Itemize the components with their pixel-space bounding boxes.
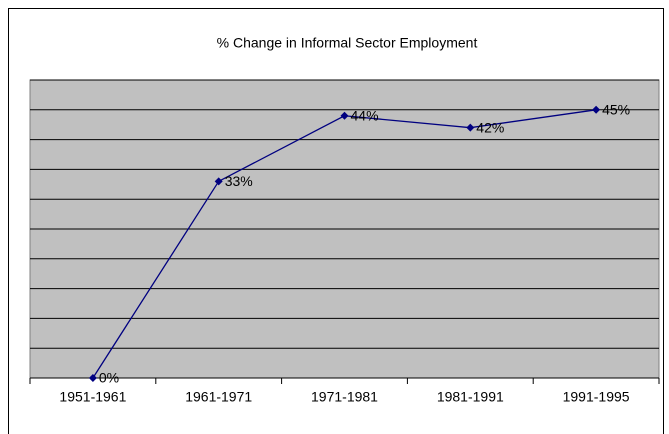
data-label: 33%: [225, 173, 253, 189]
data-label: 45%: [602, 102, 630, 118]
x-tick-label: 1981-1991: [437, 389, 504, 405]
marker: [88, 374, 97, 382]
chart-title: % Change in Informal Sector Employment: [217, 35, 478, 51]
x-tick-label: 1991-1995: [563, 389, 630, 405]
data-label: 0%: [99, 370, 119, 386]
marker: [340, 111, 349, 120]
marker: [214, 177, 223, 186]
x-tick-label: 1951-1961: [59, 389, 126, 405]
marker: [466, 123, 475, 132]
x-tick-label: 1961-1971: [185, 389, 252, 405]
marker: [592, 105, 601, 114]
x-tick-label: 1971-1981: [311, 389, 378, 405]
data-label: 42%: [476, 119, 504, 135]
data-label: 44%: [351, 107, 379, 123]
